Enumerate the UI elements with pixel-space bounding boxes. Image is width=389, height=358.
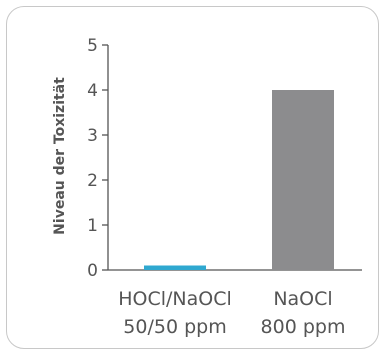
x-category-label-line2: 50/50 ppm bbox=[123, 316, 226, 338]
y-tick-label: 2 bbox=[87, 171, 98, 191]
bar-2 bbox=[272, 90, 334, 270]
y-tick-label: 1 bbox=[87, 216, 98, 236]
y-tick-label: 0 bbox=[87, 261, 98, 281]
y-tick-label: 5 bbox=[87, 36, 98, 56]
x-category-label-line1: NaOCl bbox=[273, 288, 332, 310]
y-axis-title: Niveau der Toxizität bbox=[52, 77, 68, 235]
y-tick-label: 3 bbox=[87, 126, 98, 146]
bar-1 bbox=[144, 265, 206, 270]
x-category-label-line1: HOCl/NaOCl bbox=[118, 288, 232, 310]
x-category-label-line2: 800 ppm bbox=[261, 316, 346, 338]
y-tick-label: 4 bbox=[87, 81, 98, 101]
